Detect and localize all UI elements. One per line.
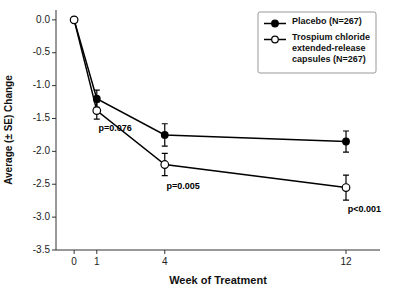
x-tick-label: 0: [71, 256, 77, 267]
chart-container: 0.0 -0.5 -1.0 -1.5 -2.0 -2.5 -3.0 -3.5 0 1 4 12 Week…: [0, 0, 394, 290]
legend-label: Trospium chlorideextended-releasecapsule…: [292, 32, 370, 64]
y-tick-label: -1.5: [33, 112, 51, 123]
data-point: [161, 132, 168, 139]
legend-label-line: Placebo (N=267): [292, 16, 362, 26]
x-axis-line: [56, 250, 380, 251]
y-tick: [52, 85, 56, 86]
data-point: [93, 107, 101, 115]
y-tick: [52, 184, 56, 185]
annotation: p=0.076: [99, 123, 132, 133]
annotation: p=0.005: [167, 181, 200, 191]
x-tick-label: 12: [340, 256, 352, 267]
error-bar: [94, 102, 100, 119]
data-point: [71, 17, 78, 24]
legend-swatch-marker: [272, 20, 279, 27]
legend: Placebo (N=267) Trospium chlorideextended…: [258, 12, 376, 73]
y-tick: [52, 118, 56, 119]
legend-label-line: extended-release: [292, 43, 366, 53]
legend-swatch-marker: [272, 36, 279, 43]
chart-svg: 0.0 -0.5 -1.0 -1.5 -2.0 -2.5 -3.0 -3.5 0 1 4 12 Week…: [0, 0, 394, 290]
y-axis-line: [56, 10, 57, 250]
error-bar: [162, 124, 168, 146]
data-point: [70, 16, 78, 24]
x-tick-label: 4: [162, 256, 168, 267]
y-tick-label: -3.5: [33, 244, 51, 255]
y-tick: [52, 250, 56, 251]
legend-label: Placebo (N=267): [292, 16, 362, 26]
x-tick: [74, 250, 75, 254]
axes: 0.0 -0.5 -1.0 -1.5 -2.0 -2.5 -3.0 -3.5 0 1 4 12: [33, 10, 380, 267]
x-tick-label: 1: [94, 256, 100, 267]
data-point: [343, 138, 350, 145]
annotations: p=0.076 p=0.005 p<0.001: [99, 123, 382, 214]
y-tick-label: -2.5: [33, 178, 51, 189]
x-tick: [164, 250, 165, 254]
legend-box: [258, 12, 376, 73]
y-tick-label: -2.0: [33, 145, 51, 156]
annotation: p<0.001: [348, 204, 381, 214]
y-tick-label: -0.5: [33, 46, 51, 57]
y-tick: [52, 52, 56, 53]
error-bar: [343, 175, 349, 200]
y-tick: [52, 151, 56, 152]
y-tick-label: -1.0: [33, 79, 51, 90]
y-tick-label: -3.0: [33, 211, 51, 222]
y-tick: [52, 19, 56, 20]
data-point: [161, 161, 169, 169]
error-bar: [343, 131, 349, 152]
error-bar: [162, 153, 168, 175]
x-tick: [346, 250, 347, 254]
x-tick: [96, 250, 97, 254]
data-point: [342, 184, 350, 192]
y-tick-label: 0.0: [36, 14, 50, 25]
legend-label-line: capsules (N=267): [292, 54, 366, 64]
y-axis-label: Average (± SE) Change: [3, 75, 14, 185]
legend-label-line: Trospium chloride: [292, 32, 370, 42]
x-axis-label: Week of Treatment: [169, 274, 267, 286]
y-tick: [52, 217, 56, 218]
